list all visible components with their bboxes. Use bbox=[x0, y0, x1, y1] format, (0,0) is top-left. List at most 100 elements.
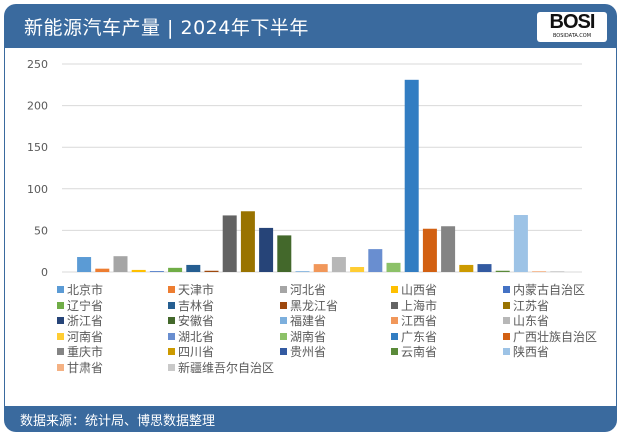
legend-label: 广西壮族自治区 bbox=[513, 329, 598, 344]
bar-14 bbox=[313, 264, 328, 272]
legend-swatch bbox=[57, 348, 64, 355]
chart-title: 新能源汽车产量 | 2024年下半年 bbox=[24, 17, 309, 39]
legend-label: 贵州省 bbox=[290, 345, 327, 359]
legend-swatch bbox=[280, 332, 287, 340]
y-tick-label: 0 bbox=[41, 266, 48, 279]
legend-swatch bbox=[168, 317, 175, 324]
legend-swatch bbox=[168, 301, 175, 309]
bar-20 bbox=[422, 228, 437, 272]
bar-19 bbox=[404, 79, 419, 272]
bar-10 bbox=[240, 211, 255, 272]
bar-17 bbox=[368, 249, 383, 272]
bar-1 bbox=[77, 257, 92, 272]
legend-swatch bbox=[168, 363, 175, 371]
legend-item: 甘肃省 bbox=[57, 361, 103, 376]
legend-label: 福建省 bbox=[290, 314, 327, 328]
legend-swatch bbox=[503, 301, 510, 309]
y-tick-label: 250 bbox=[27, 58, 48, 71]
data-source: 数据来源：统计局、博思数据整理 bbox=[20, 414, 216, 429]
logo-text: BOSI bbox=[549, 11, 596, 33]
legend-item: 黑龙江省 bbox=[280, 299, 338, 314]
legend-item: 吉林省 bbox=[168, 299, 214, 314]
legend-item: 上海市 bbox=[391, 299, 437, 314]
legend-label: 黑龙江省 bbox=[290, 298, 339, 313]
legend-swatch bbox=[391, 317, 398, 324]
legend-label: 河南省 bbox=[67, 329, 104, 344]
legend-item: 天津市 bbox=[168, 283, 214, 298]
legend-item: 河北省 bbox=[280, 283, 326, 298]
legend-label: 湖北省 bbox=[178, 329, 215, 344]
bar-15 bbox=[331, 257, 346, 272]
legend-swatch bbox=[168, 286, 175, 293]
legend-item: 广东省 bbox=[391, 330, 437, 345]
y-tick-label: 100 bbox=[27, 183, 48, 196]
legend-label: 江西省 bbox=[401, 314, 438, 328]
bar-13 bbox=[295, 271, 310, 272]
legend-label: 吉林省 bbox=[178, 298, 215, 313]
legend-item: 四川省 bbox=[168, 345, 214, 360]
legend-swatch bbox=[57, 317, 64, 324]
footer-bar: 数据来源：统计局、博思数据整理 bbox=[4, 406, 617, 432]
legend-item: 江西省 bbox=[391, 314, 437, 329]
y-tick-label: 150 bbox=[27, 141, 48, 154]
bar-16 bbox=[350, 267, 365, 272]
y-tick-label: 200 bbox=[27, 100, 48, 113]
legend-label: 天津市 bbox=[178, 283, 215, 297]
legend-swatch bbox=[57, 301, 64, 309]
legend-swatch bbox=[503, 317, 510, 324]
bar-8 bbox=[204, 270, 219, 272]
legend-swatch bbox=[168, 332, 175, 340]
bar-24 bbox=[495, 270, 510, 272]
header-bar: 新能源汽车产量 | 2024年下半年 BOSI BOSIDATA.COM bbox=[4, 4, 617, 48]
legend-swatch bbox=[280, 286, 287, 293]
logo-subtext: BOSIDATA.COM bbox=[552, 33, 592, 39]
legend-item: 新疆维吾尔自治区 bbox=[168, 361, 274, 376]
legend-item: 广西壮族自治区 bbox=[503, 330, 597, 345]
legend-item: 辽宁省 bbox=[57, 299, 103, 314]
legend-item: 内蒙古自治区 bbox=[503, 283, 585, 298]
bar-25 bbox=[513, 215, 528, 272]
legend-swatch bbox=[280, 348, 287, 355]
legend-swatch bbox=[503, 286, 510, 293]
legend-label: 云南省 bbox=[401, 345, 438, 359]
legend-label: 陕西省 bbox=[513, 345, 550, 359]
legend-swatch bbox=[57, 286, 64, 293]
bar-23 bbox=[477, 264, 492, 272]
legend-label: 上海市 bbox=[401, 298, 438, 313]
legend-swatch bbox=[391, 286, 398, 293]
legend-swatch bbox=[168, 348, 175, 355]
legend-label: 山西省 bbox=[401, 283, 438, 297]
legend-item: 湖南省 bbox=[280, 330, 326, 345]
legend-label: 河北省 bbox=[290, 283, 327, 297]
legend-item: 北京市 bbox=[57, 283, 103, 298]
legend-item: 河南省 bbox=[57, 330, 103, 345]
legend-label: 辽宁省 bbox=[67, 298, 104, 313]
legend-swatch bbox=[391, 332, 398, 340]
bar-18 bbox=[386, 262, 401, 272]
legend-label: 重庆市 bbox=[67, 345, 104, 359]
bar-11 bbox=[259, 227, 274, 272]
legend-label: 新疆维吾尔自治区 bbox=[178, 360, 275, 375]
legend-label: 北京市 bbox=[67, 283, 104, 297]
y-tick-label: 50 bbox=[34, 224, 48, 237]
bar-21 bbox=[441, 226, 456, 272]
bar-6 bbox=[168, 267, 183, 272]
legend-label: 安徽省 bbox=[178, 314, 215, 328]
bar-9 bbox=[222, 215, 237, 272]
legend-swatch bbox=[57, 332, 64, 340]
bar-4 bbox=[131, 269, 146, 272]
legend-label: 内蒙古自治区 bbox=[513, 283, 586, 297]
legend-swatch bbox=[503, 348, 510, 355]
legend-item: 浙江省 bbox=[57, 314, 103, 329]
legend-label: 山东省 bbox=[513, 314, 550, 328]
legend-swatch bbox=[57, 363, 64, 371]
bosi-logo: BOSI BOSIDATA.COM bbox=[537, 12, 607, 42]
bar-27 bbox=[550, 271, 565, 272]
legend-item: 重庆市 bbox=[57, 345, 103, 360]
legend-item: 湖北省 bbox=[168, 330, 214, 345]
legend-item: 贵州省 bbox=[280, 345, 326, 360]
legend-item: 福建省 bbox=[280, 314, 326, 329]
legend-item: 山东省 bbox=[503, 314, 549, 329]
bar-26 bbox=[532, 271, 547, 272]
